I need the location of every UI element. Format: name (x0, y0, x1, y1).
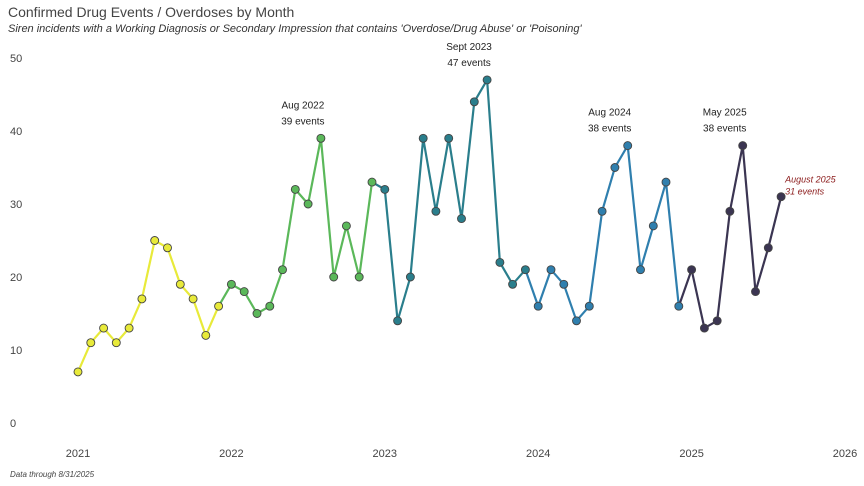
series-lines (76, 78, 783, 373)
data-point (661, 177, 671, 187)
data-point (265, 301, 275, 311)
series-points (73, 75, 786, 377)
data-point (751, 287, 760, 297)
annotation-label: Aug 2022 (281, 100, 324, 111)
data-point (303, 199, 313, 209)
data-point (469, 97, 479, 107)
y-tick-label: 40 (10, 126, 22, 138)
annotation: Aug 2024 38 events (588, 108, 632, 135)
y-tick-label: 50 (10, 53, 22, 65)
data-point (763, 243, 773, 253)
y-tick-label: 10 (10, 345, 22, 357)
data-point (546, 265, 556, 275)
data-point (418, 133, 428, 143)
annotation-label: Sept 2023 (446, 42, 492, 53)
data-point (482, 75, 492, 85)
annotation: Aug 2022 39 events (281, 100, 325, 127)
y-tick-label: 0 (10, 418, 16, 430)
data-point (687, 265, 697, 275)
annotation-label: August 2025 (784, 175, 837, 185)
data-point (636, 265, 645, 275)
data-point (73, 367, 83, 377)
data-point (712, 316, 722, 326)
x-tick-label: 2024 (526, 448, 550, 460)
series-line (677, 144, 783, 330)
data-point (329, 272, 339, 282)
annotation-label: 38 events (588, 124, 631, 135)
data-point (623, 141, 633, 151)
x-tick-label: 2022 (219, 448, 243, 460)
data-point (559, 279, 569, 289)
data-point (226, 279, 236, 289)
y-tick-label: 20 (10, 272, 22, 284)
data-point (444, 133, 454, 143)
data-point (278, 265, 287, 275)
annotation-label: 31 events (785, 187, 825, 197)
data-point (367, 177, 377, 187)
data-point (137, 294, 147, 304)
y-axis: 0 10 20 30 40 50 (10, 53, 22, 430)
data-point (457, 214, 466, 224)
data-point (214, 301, 224, 311)
series-line (76, 239, 220, 373)
data-point (495, 257, 505, 267)
x-tick-label: 2026 (833, 448, 857, 460)
data-point (738, 141, 748, 151)
data-point (201, 330, 211, 340)
annotation: May 2025 38 events (703, 108, 747, 135)
data-point (99, 323, 109, 333)
data-point (380, 184, 390, 194)
data-footnote: Data through 8/31/2025 (10, 470, 95, 479)
annotation: August 2025 31 events (784, 175, 837, 197)
x-axis: 2021 2022 2023 2024 2025 2026 (66, 448, 857, 460)
data-point (163, 243, 172, 253)
data-point (86, 338, 96, 348)
data-point (431, 206, 441, 216)
annotation-label: 39 events (281, 116, 324, 127)
data-point (111, 338, 121, 348)
data-point (533, 301, 543, 311)
series-line (370, 78, 527, 322)
annotation-label: 47 events (447, 58, 490, 69)
data-point (341, 221, 351, 231)
chart-title: Confirmed Drug Events / Overdoses by Mon… (8, 4, 295, 20)
annotation-label: Aug 2024 (588, 108, 631, 119)
data-point (520, 265, 530, 275)
data-point (405, 272, 415, 282)
data-point (572, 316, 581, 326)
data-point (597, 206, 607, 216)
y-tick-label: 30 (10, 199, 22, 211)
data-point (316, 133, 326, 143)
data-point (725, 206, 735, 216)
x-tick-label: 2021 (66, 448, 90, 460)
data-point (584, 301, 594, 311)
data-point (354, 272, 364, 282)
annotation-label: 38 events (703, 124, 746, 135)
data-point (393, 316, 403, 326)
annotation-label: May 2025 (703, 108, 747, 119)
data-point (699, 323, 709, 333)
annotations: Aug 2022 39 events Sept 2023 47 events Aug 2… (281, 42, 836, 197)
data-point (674, 301, 684, 311)
chart-subtitle: Siren incidents with a Working Diagnosis… (8, 23, 582, 35)
x-tick-label: 2023 (373, 448, 397, 460)
data-point (508, 279, 518, 289)
data-point (188, 294, 198, 304)
data-point (252, 309, 262, 318)
data-point (776, 192, 786, 202)
x-tick-label: 2025 (679, 448, 703, 460)
data-point (124, 323, 134, 333)
data-point (610, 163, 620, 172)
data-point (239, 287, 249, 297)
annotation: Sept 2023 47 events (446, 42, 492, 69)
series-line (524, 144, 680, 322)
data-point (290, 184, 300, 194)
data-point (175, 279, 185, 289)
data-point (150, 236, 160, 245)
data-point (648, 221, 658, 231)
